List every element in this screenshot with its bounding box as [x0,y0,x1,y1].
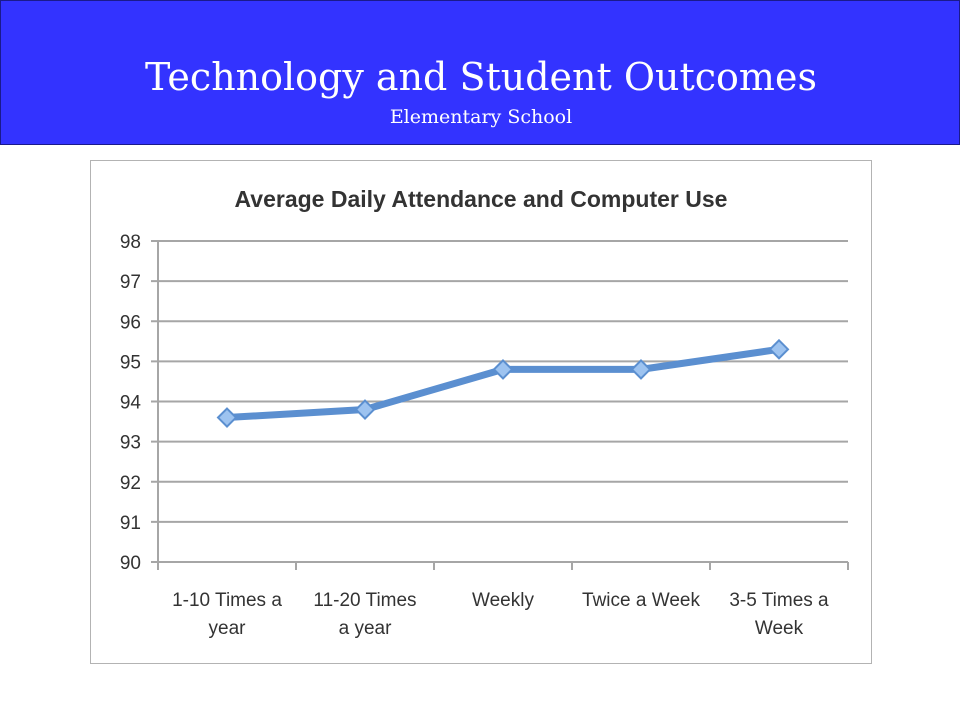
chart-frame: Average Daily Attendance and Computer Us… [90,160,872,664]
x-tick-labels: 1-10 Times a year 11-20 Times a year Weekly T… [172,590,829,639]
title-banner: Technology and Student Outcomes Elementa… [0,0,960,145]
x-tick-label: Weekly [472,590,534,611]
y-tick-label: 98 [120,232,141,253]
x-tick-label-line: Week [755,618,804,639]
x-tick-label-line: 1-10 Times a [172,590,282,611]
gridlines [151,240,848,563]
y-tick-label: 96 [120,312,141,333]
x-tick-label-line: 3-5 Times a [729,590,829,611]
x-tick-label: 3-5 Times a Week [729,590,829,639]
x-tick-label-line: year [209,618,247,639]
y-tick-label: 97 [120,272,141,293]
x-tick-label: 11-20 Times a year [313,590,416,639]
y-tick-label: 92 [120,473,141,494]
data-point-marker [630,358,652,380]
data-point-marker [354,399,376,420]
data-point-marker [216,407,238,428]
x-tick-label-line: Twice a Week [582,590,700,611]
slide-subtitle: Elementary School [389,106,573,128]
x-tick-label: 1-10 Times a year [172,590,282,639]
attendance-line-chart: Average Daily Attendance and Computer Us… [120,186,849,639]
chart-title: Average Daily Attendance and Computer Us… [235,186,728,212]
y-tick-label: 91 [120,513,141,534]
y-tick-labels: 90 91 92 93 94 95 96 97 98 [120,232,142,574]
y-tick-label: 90 [120,553,141,574]
x-tick-label-line: Weekly [472,590,534,611]
x-tick-label-line: 11-20 Times [313,590,416,611]
y-tick-label: 94 [120,393,142,414]
x-tick-label: Twice a Week [582,590,700,611]
data-point-marker [768,338,790,360]
y-tick-label: 95 [120,352,141,373]
axes [157,241,849,570]
x-tick-label-line: a year [339,618,392,639]
y-tick-label: 93 [120,433,141,454]
series-attendance [216,338,790,428]
data-point-marker [492,358,514,380]
slide-title: Technology and Student Outcomes [145,55,817,99]
